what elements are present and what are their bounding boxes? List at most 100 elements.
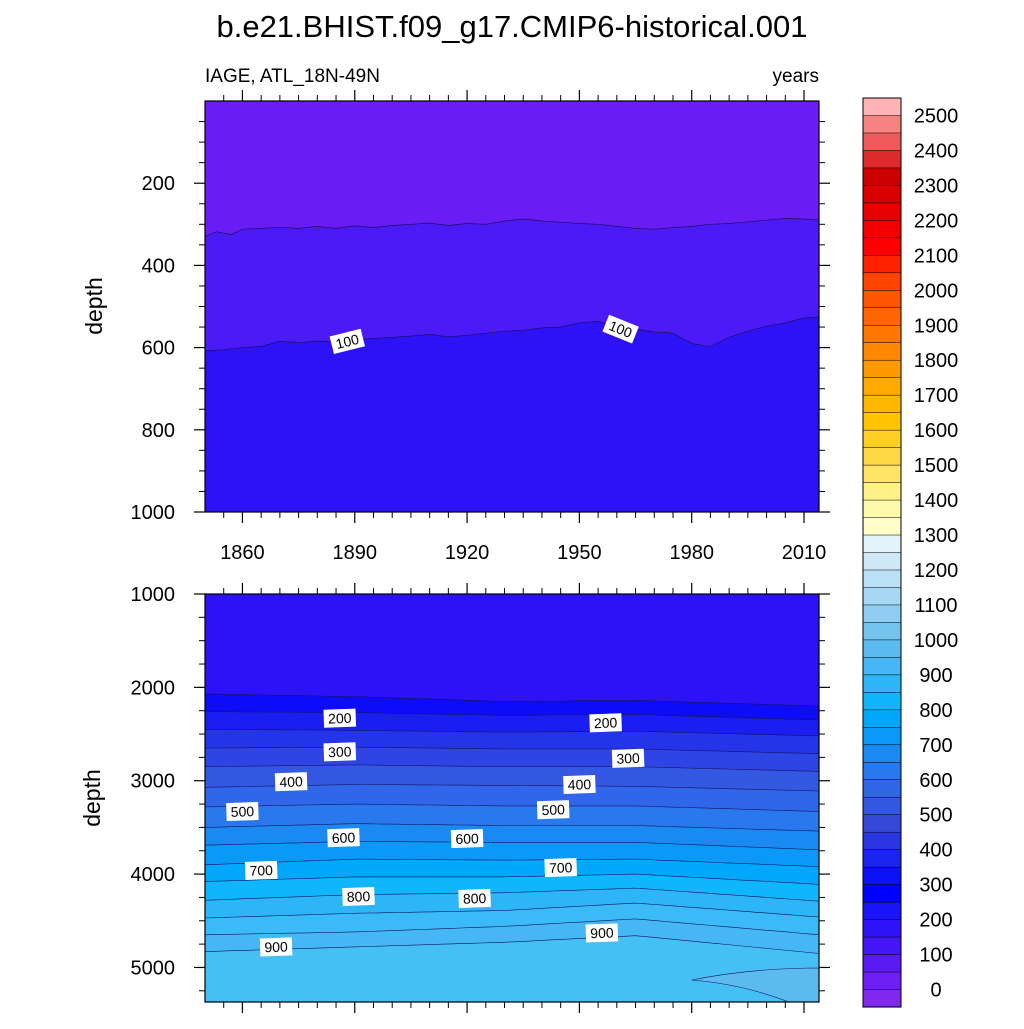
colorbar-box: [862, 919, 902, 938]
upper-contour-labels: 100 100: [329, 314, 639, 355]
colorbar-box: [862, 237, 902, 256]
colorbar-box: [862, 989, 902, 1008]
contour-label-bg: [327, 828, 360, 848]
contour-label-bg: [244, 860, 278, 880]
colorbar-box: [862, 377, 902, 396]
contour-line-450: [205, 784, 819, 792]
contour-label-box: 700: [244, 860, 278, 880]
colorbar-box: [862, 639, 902, 658]
lower-plot-frame: [204, 593, 820, 1003]
colorbar-box: [862, 202, 902, 221]
colorbar-label: 100: [919, 945, 952, 967]
x-tick-label: 1890: [333, 542, 378, 564]
figure-title: b.e21.BHIST.f09_g17.CMIP6-historical.001: [216, 9, 807, 44]
colorbar-box: [862, 167, 902, 186]
colorbar-box: [862, 936, 902, 956]
contour-label: 200: [594, 714, 618, 731]
colorbar-box: [862, 307, 902, 326]
colorbar-box: [862, 150, 902, 169]
colorbar-box: [862, 796, 902, 816]
x-tick-label: 1950: [557, 542, 602, 564]
y-tick-label: 400: [142, 255, 175, 277]
contour-label: 900: [264, 938, 288, 955]
contour-line-250: [205, 711, 819, 721]
upper-right-label: years: [773, 66, 819, 87]
contour-label-box: 300: [323, 742, 357, 762]
colorbar-box: [862, 325, 902, 344]
colorbar: 2500240023002200210020001900180017001600…: [862, 97, 959, 1008]
colorbar-label: 2400: [914, 140, 959, 162]
colorbar-label: 1800: [914, 350, 959, 372]
upper-ylabel: depth: [81, 277, 107, 335]
contour-label-bg: [226, 801, 259, 822]
colorbar-box: [862, 132, 902, 151]
colorbar-label: 900: [919, 665, 952, 687]
colorbar-box: [862, 954, 902, 973]
contour-label-bg: [323, 708, 357, 728]
fill-band-below-50: [205, 101, 819, 237]
contour-label-box: 600: [327, 828, 360, 848]
x-tick-label: 1920: [445, 542, 490, 564]
colorbar-box: [862, 482, 902, 501]
contour-label: 800: [347, 888, 371, 905]
colorbar-box: [862, 762, 902, 781]
colorbar-box: [862, 255, 902, 274]
colorbar-label: 400: [919, 840, 952, 862]
colorbar-label: 1900: [914, 315, 959, 337]
contour-label: 500: [230, 803, 254, 820]
colorbar-label: 300: [919, 875, 952, 897]
colorbar-box: [862, 971, 902, 991]
contour-line-550: [205, 823, 819, 832]
contour-line-900: [205, 935, 819, 954]
colorbar-box: [862, 464, 902, 484]
colorbar-box: [862, 272, 902, 291]
y-tick-label: 1000: [131, 584, 176, 606]
y-tick-label: 800: [142, 420, 175, 442]
colorbar-box: [862, 185, 902, 204]
y-tick-label: 200: [142, 173, 175, 195]
contour-label-bg: [458, 888, 491, 908]
contour-label-bg: [450, 829, 484, 849]
colorbar-label: 800: [919, 700, 952, 722]
colorbar-label: 1300: [914, 525, 959, 547]
colorbar-box: [862, 534, 902, 554]
colorbar-label: 1200: [914, 560, 959, 582]
contour-label: 400: [567, 776, 591, 793]
contour-label: 300: [328, 743, 352, 760]
x-tick-label: 1980: [669, 542, 714, 564]
y-tick-label: 2000: [131, 677, 176, 699]
colorbar-box: [862, 901, 902, 921]
contour-label-bg: [611, 748, 645, 768]
upper-contour-lines: [205, 218, 819, 352]
contour-label-bg: [342, 886, 375, 907]
contour-label-bg: [259, 937, 293, 957]
contour-label-box: 300: [611, 748, 645, 768]
contour-line-650: [205, 858, 819, 867]
colorbar-label: 1500: [914, 455, 959, 477]
colorbar-label: 700: [919, 735, 952, 757]
colorbar-box: [862, 849, 902, 868]
contour-line-50: [205, 218, 819, 237]
lower-axes: 1000 2000 3000 4000 5000: [131, 583, 830, 1013]
upper-left-label: IAGE, ATL_18N-49N: [205, 66, 380, 87]
x-tick-label: 1860: [220, 542, 265, 564]
contour-line-600: [205, 841, 819, 851]
contour-label-box: 800: [458, 888, 491, 908]
colorbar-label: 1400: [914, 490, 959, 512]
contour-label: 600: [455, 830, 479, 847]
contour-label-box: 100: [602, 314, 639, 344]
lower-contour-lines: [205, 693, 819, 954]
contour-label: 700: [249, 862, 273, 879]
contour-label-bg: [323, 742, 357, 762]
colorbar-box: [862, 220, 902, 239]
colorbar-box: [862, 831, 902, 851]
lower-ylabel: depth: [79, 769, 105, 827]
colorbar-box: [862, 814, 902, 833]
contour-line-100: [205, 316, 819, 352]
contour-label-box: 800: [342, 886, 375, 907]
y-tick-label: 600: [142, 338, 175, 360]
colorbar-box: [862, 604, 902, 623]
y-tick-label: 4000: [131, 864, 176, 886]
